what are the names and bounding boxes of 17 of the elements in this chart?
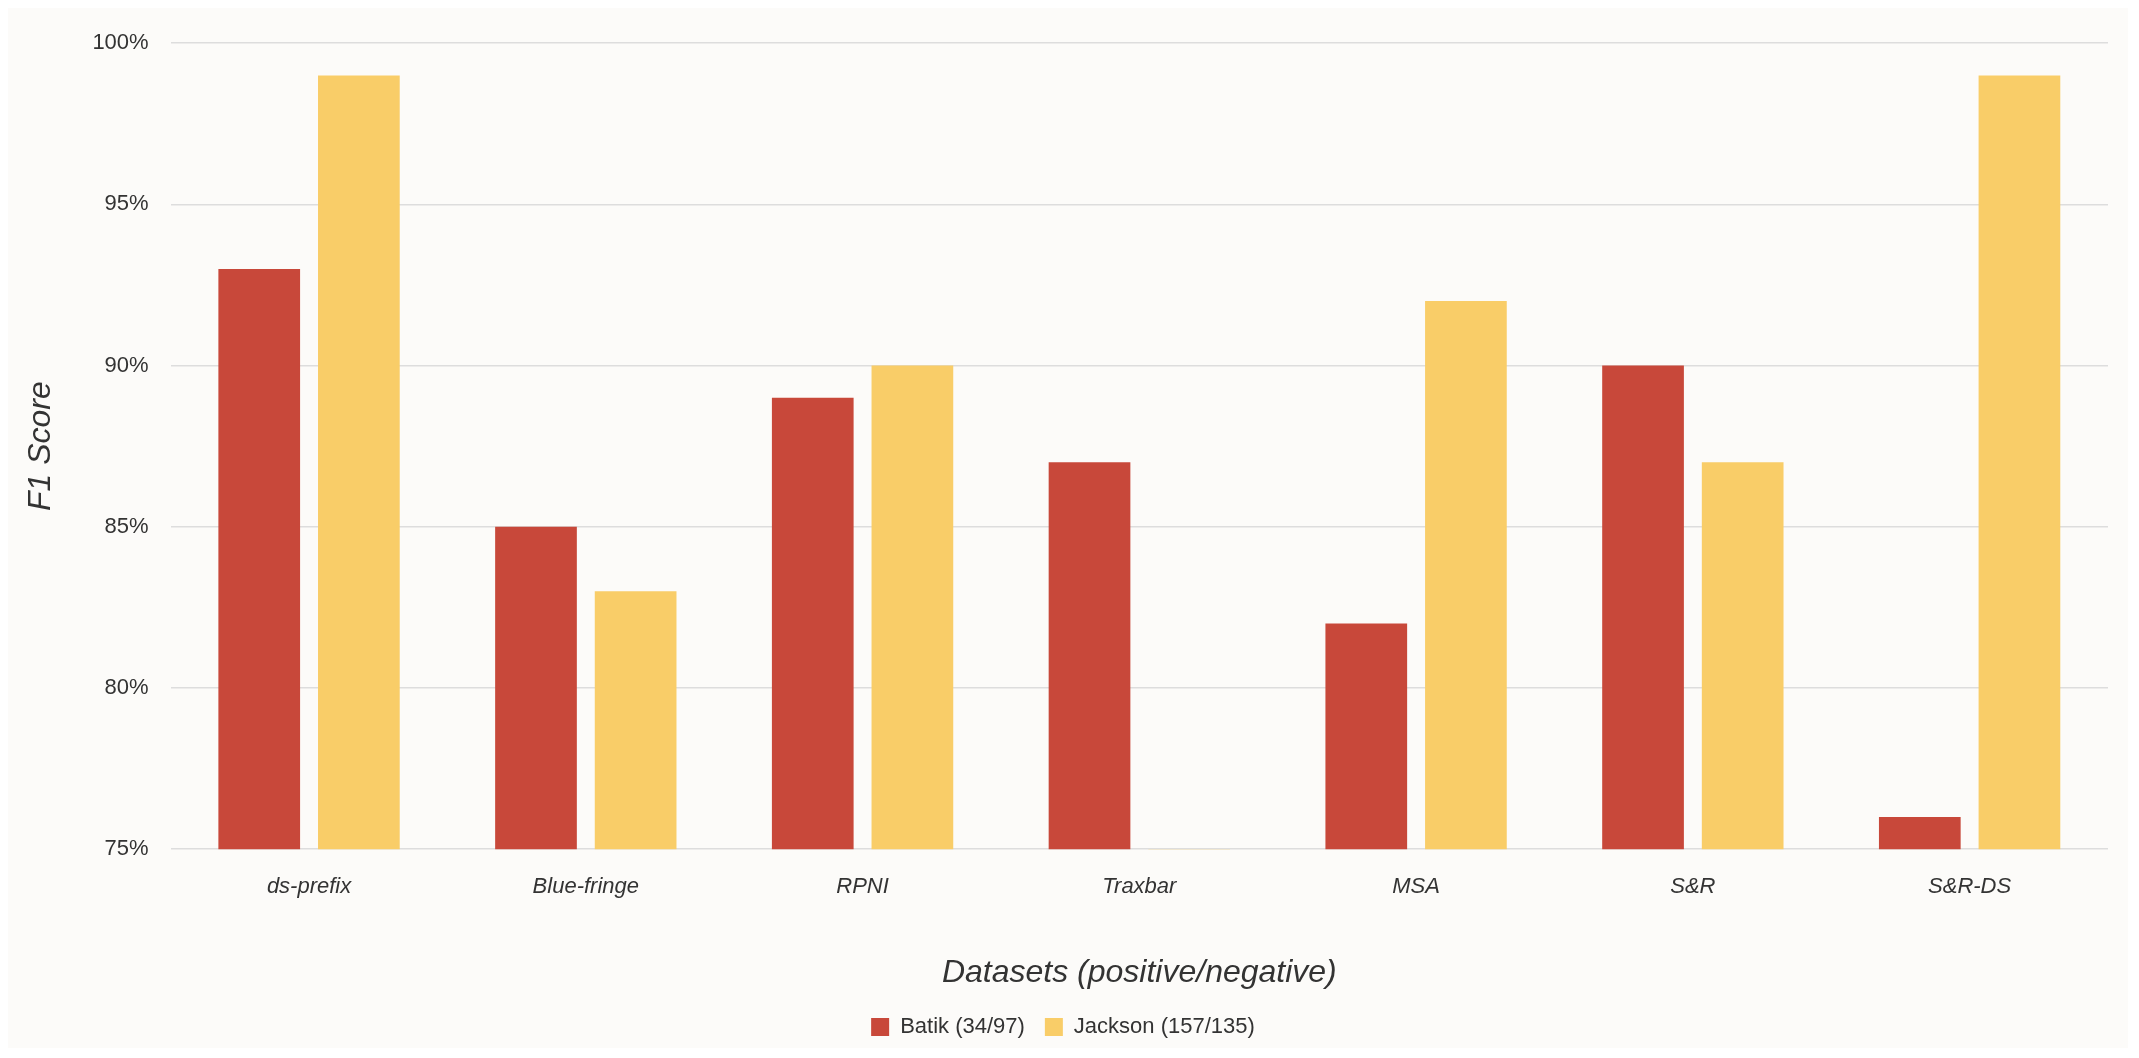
x-tick-label: RPNI — [836, 872, 889, 898]
y-tick-label: 85% — [104, 512, 149, 538]
x-tick-label: S&R — [1670, 872, 1716, 898]
y-axis-title: F1 Score — [21, 381, 58, 512]
x-tick-label: MSA — [1392, 872, 1440, 898]
y-tick-label: 80% — [104, 674, 149, 700]
x-tick-label: Blue-fringe — [532, 872, 640, 898]
y-tick-label: 75% — [104, 835, 149, 861]
legend-label: Batik (34/97) — [900, 1013, 1025, 1039]
y-tick-label: 100% — [92, 29, 149, 55]
x-tick-label: Traxbar — [1102, 872, 1179, 898]
legend-label: Jackson (157/135) — [1073, 1013, 1255, 1039]
x-tick-label: ds-prefix — [266, 872, 353, 898]
x-tick-label: S&R-DS — [1928, 872, 2012, 898]
y-tick-label: 95% — [104, 190, 149, 216]
x-axis-title: Datasets (positive/negative) — [941, 952, 1337, 989]
y-tick-label: 90% — [104, 351, 149, 377]
